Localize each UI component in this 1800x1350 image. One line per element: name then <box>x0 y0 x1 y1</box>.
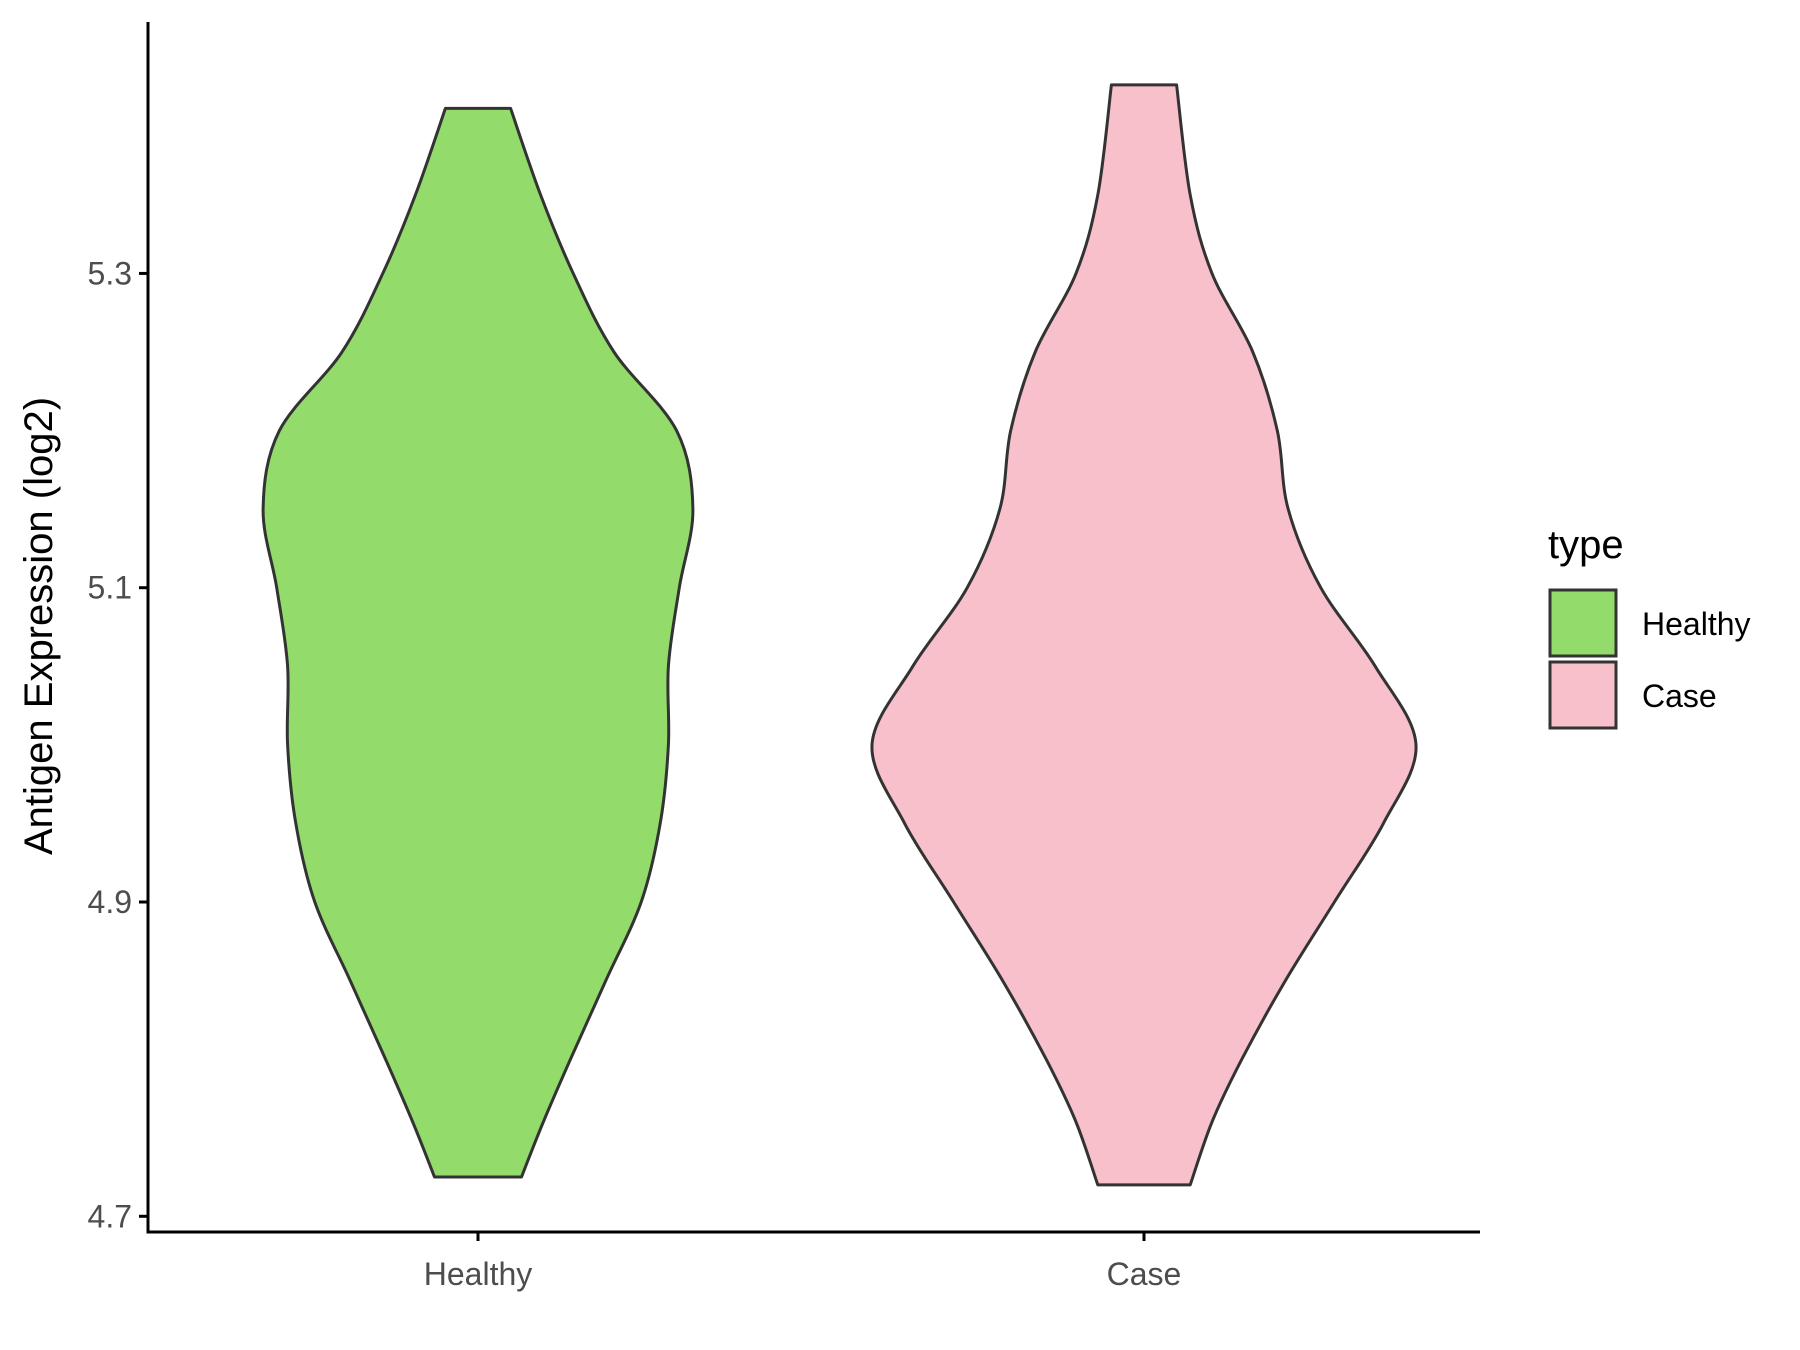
violin-case <box>870 83 1418 1187</box>
violin-healthy <box>261 106 695 1179</box>
x-axis-ticks: Healthy Case <box>424 1232 1182 1292</box>
y-axis-ticks: 4.7 4.9 5.1 5.3 <box>88 255 148 1234</box>
y-axis-title: Antigen Expression (log2) <box>17 397 61 855</box>
violin-group <box>261 83 1418 1187</box>
x-tick-label-case: Case <box>1107 1256 1182 1292</box>
y-tick-label: 4.9 <box>88 884 132 920</box>
y-tick-label: 5.3 <box>88 255 132 291</box>
legend-label-case: Case <box>1642 678 1717 714</box>
legend-label-healthy: Healthy <box>1642 606 1751 642</box>
legend-key-case <box>1548 660 1618 730</box>
legend: type Healthy Case <box>1548 523 1751 730</box>
y-tick-label: 5.1 <box>88 570 132 606</box>
legend-title: type <box>1548 523 1624 567</box>
y-tick-label: 4.7 <box>88 1198 132 1234</box>
legend-key-healthy <box>1548 588 1618 658</box>
x-tick-label-healthy: Healthy <box>424 1256 533 1292</box>
